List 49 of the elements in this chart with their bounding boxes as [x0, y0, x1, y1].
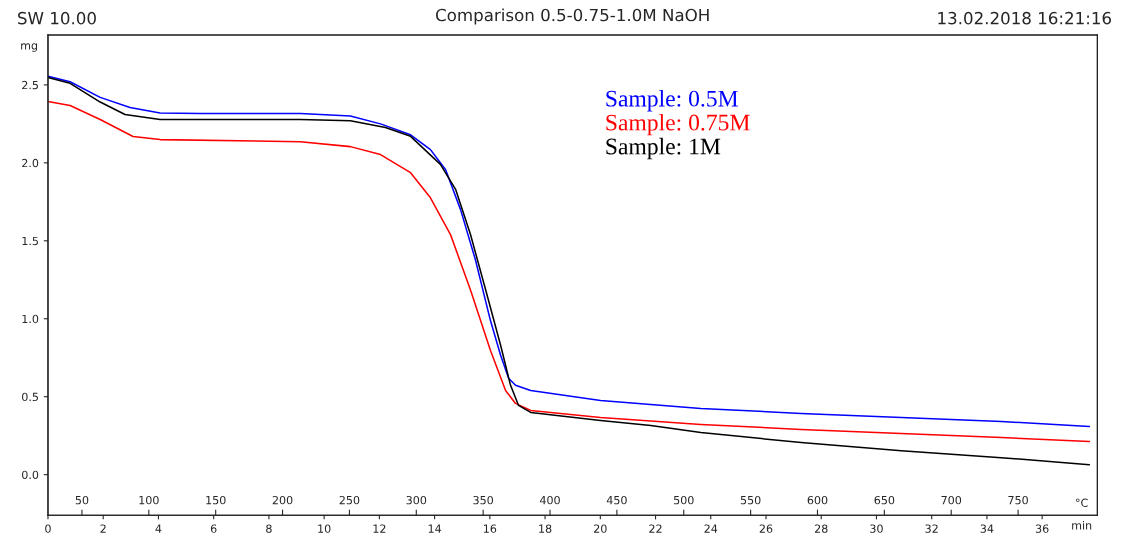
x-tick-label: 6 [210, 524, 217, 533]
x-tick-label: 30 [870, 524, 883, 533]
x2-tick-label: 700 [941, 495, 962, 505]
y-tick-label: 2.5 [22, 80, 38, 90]
x-tick-label: 14 [428, 524, 442, 533]
x-tick-label: 10 [318, 524, 331, 533]
x2-tick-label: 150 [206, 495, 226, 505]
y-axis-title: mg [21, 43, 38, 52]
x2-tick-label: 600 [807, 495, 828, 505]
x-tick-label: 0 [45, 524, 51, 533]
y-tick-label: 0.5 [22, 392, 38, 402]
chart-title: Comparison 0.5-0.75-1.0M NaOH [436, 8, 709, 25]
x-tick-label: 4 [155, 524, 162, 533]
x2-tick-label: 650 [874, 495, 895, 505]
x2-tick-label: 450 [606, 495, 627, 505]
text: Sample: 0.75M [606, 113, 750, 136]
x2-tick-label: 750 [1008, 495, 1028, 505]
x-tick-label: 32 [925, 524, 938, 533]
x2-tick-label: 300 [406, 495, 427, 505]
x-tick-label: 18 [539, 524, 552, 533]
x2-tick-label: 200 [272, 495, 293, 505]
x2-tick-label: 250 [339, 495, 360, 505]
text: 13.02.2018 16:21:16 [938, 11, 1112, 25]
text: Sample: 1M [606, 137, 721, 160]
y-tick-label: 1.0 [22, 314, 39, 324]
x2-tick-label: 100 [139, 495, 159, 505]
y-tick-label: 1.5 [22, 236, 38, 246]
x-tick-label: 20 [594, 524, 607, 533]
x-axis-title: min [1072, 520, 1092, 530]
text: Sample: 0.5M [606, 90, 738, 112]
x-tick-label: 8 [266, 524, 272, 533]
y-tick-label: 0.0 [22, 470, 39, 480]
x2-tick-label: 50 [75, 495, 89, 505]
x-tick-label: 12 [373, 524, 386, 533]
x2-axis-title: °C [1076, 498, 1088, 507]
x-tick-label: 34 [980, 524, 994, 533]
x2-tick-label: 500 [674, 495, 694, 505]
x-tick-label: 36 [1035, 524, 1049, 533]
x-tick-label: 28 [814, 524, 828, 533]
x-tick-label: 24 [704, 524, 718, 533]
x2-tick-label: 400 [539, 495, 560, 505]
y-tick-label: 2.0 [22, 158, 39, 168]
x-tick-label: 2 [100, 524, 106, 533]
text: SW 10.00 [18, 11, 96, 25]
x-tick-label: 22 [649, 524, 662, 533]
x-tick-label: 26 [759, 524, 773, 533]
x2-tick-label: 350 [473, 495, 494, 505]
x2-tick-label: 550 [740, 495, 761, 505]
x-tick-label: 16 [483, 524, 497, 533]
